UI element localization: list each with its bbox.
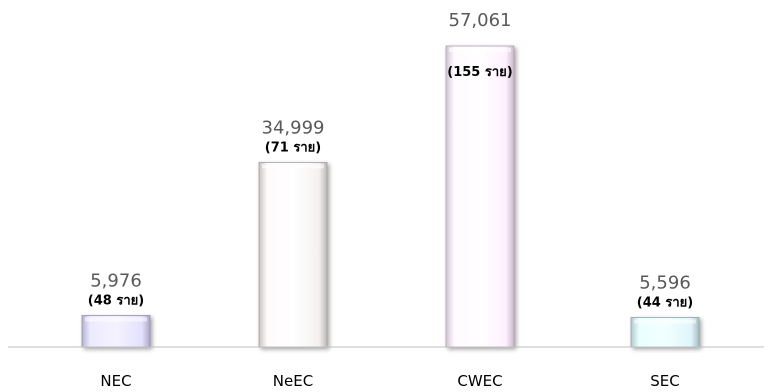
- category-label: NeEC: [273, 372, 313, 390]
- count-label: (71 ราย): [265, 140, 321, 155]
- labels-layer: 5,976 (48 ราย) NEC 34,999 (71 ราย) NeEC 57,061…: [88, 10, 693, 390]
- category-label: NEC: [100, 372, 131, 390]
- count-label: (155 ราย): [447, 65, 512, 80]
- count-label: (44 ราย): [637, 295, 693, 310]
- bar-rect: [258, 161, 328, 348]
- bars-layer: [81, 45, 700, 348]
- bar-rect: [445, 45, 515, 348]
- bar-cwec: [445, 45, 515, 348]
- bar-highlight: [634, 319, 696, 324]
- bar-highlight: [85, 317, 147, 322]
- category-label: CWEC: [457, 372, 502, 390]
- bar-sec: [630, 317, 700, 348]
- bar-highlight: [449, 48, 511, 52]
- value-label: 5,976: [90, 270, 142, 291]
- category-label: SEC: [650, 372, 679, 390]
- bar-neec: [258, 161, 328, 348]
- value-label: 34,999: [262, 117, 325, 138]
- count-label: (48 ราย): [88, 293, 144, 308]
- value-label: 5,596: [639, 272, 691, 293]
- bar-nec: [81, 315, 151, 348]
- bar-highlight: [262, 164, 324, 169]
- value-label: 57,061: [449, 10, 512, 31]
